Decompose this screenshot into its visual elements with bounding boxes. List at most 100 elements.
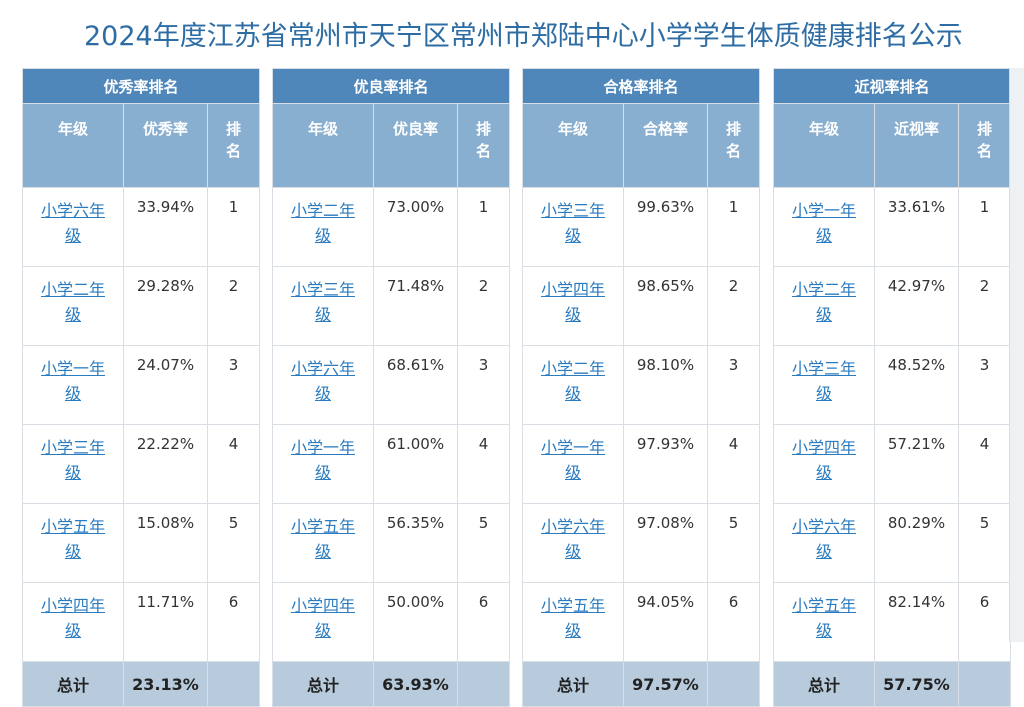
scrollbar-track[interactable] <box>1009 68 1024 642</box>
total-row: 总计 97.57% <box>522 661 761 707</box>
table-row: 小学二年级 29.28% 2 <box>22 266 261 346</box>
grade-cell: 小学六年级 <box>272 345 374 425</box>
rate-cell: 73.00% <box>373 187 458 267</box>
grade-link[interactable]: 小学五年级 <box>290 517 355 561</box>
grade-link[interactable]: 小学六年级 <box>40 201 105 245</box>
grade-cell: 小学一年级 <box>522 424 624 504</box>
total-label: 总计 <box>522 661 624 707</box>
grade-link[interactable]: 小学四年级 <box>540 280 605 324</box>
column-header: 排名 <box>706 103 761 188</box>
grade-link[interactable]: 小学一年级 <box>290 438 355 482</box>
table-row: 小学二年级 42.97% 2 <box>773 266 1012 346</box>
rate-cell: 29.28% <box>123 266 208 346</box>
ranking-table: 优秀率排名 年级 优秀率 排名 小学六年级 33.94% 1 小学二年级 29.28% 2 小学一年… <box>21 68 261 707</box>
rank-cell: 6 <box>957 582 1012 662</box>
rate-cell: 99.63% <box>623 187 708 267</box>
table-row: 小学五年级 56.35% 5 <box>272 503 511 583</box>
rate-cell: 61.00% <box>373 424 458 504</box>
total-row: 总计 57.75% <box>773 661 1012 707</box>
total-row: 总计 63.93% <box>272 661 511 707</box>
grade-link[interactable]: 小学四年级 <box>40 596 105 640</box>
rank-cell: 2 <box>456 266 511 346</box>
grade-cell: 小学四年级 <box>272 582 374 662</box>
total-value: 57.75% <box>874 661 959 707</box>
grade-cell: 小学六年级 <box>22 187 124 267</box>
table-title: 优良率排名 <box>271 68 511 104</box>
table-row: 小学六年级 33.94% 1 <box>22 187 261 267</box>
table-row: 小学二年级 73.00% 1 <box>272 187 511 267</box>
grade-cell: 小学五年级 <box>22 503 124 583</box>
rank-cell: 2 <box>206 266 261 346</box>
table-row: 小学四年级 11.71% 6 <box>22 582 261 662</box>
rank-cell: 5 <box>206 503 261 583</box>
grade-link[interactable]: 小学二年级 <box>290 201 355 245</box>
rank-cell: 4 <box>456 424 511 504</box>
total-value: 23.13% <box>123 661 208 707</box>
rank-cell: 3 <box>957 345 1012 425</box>
table-row: 小学四年级 50.00% 6 <box>272 582 511 662</box>
grade-cell: 小学四年级 <box>773 424 875 504</box>
grade-cell: 小学四年级 <box>522 266 624 346</box>
table-row: 小学一年级 24.07% 3 <box>22 345 261 425</box>
column-header: 排名 <box>456 103 511 188</box>
rank-cell: 4 <box>206 424 261 504</box>
rank-cell: 5 <box>706 503 761 583</box>
grade-link[interactable]: 小学一年级 <box>540 438 605 482</box>
grade-cell: 小学五年级 <box>773 582 875 662</box>
grade-link[interactable]: 小学一年级 <box>40 359 105 403</box>
grade-link[interactable]: 小学三年级 <box>290 280 355 324</box>
total-label: 总计 <box>22 661 124 707</box>
grade-link[interactable]: 小学五年级 <box>791 596 856 640</box>
rate-cell: 50.00% <box>373 582 458 662</box>
total-row: 总计 23.13% <box>22 661 261 707</box>
grade-link[interactable]: 小学六年级 <box>290 359 355 403</box>
grade-link[interactable]: 小学三年级 <box>791 359 856 403</box>
rank-cell: 3 <box>456 345 511 425</box>
rate-cell: 98.65% <box>623 266 708 346</box>
rate-cell: 94.05% <box>623 582 708 662</box>
total-label: 总计 <box>773 661 875 707</box>
rate-cell: 82.14% <box>874 582 959 662</box>
rate-cell: 97.93% <box>623 424 708 504</box>
grade-link[interactable]: 小学四年级 <box>290 596 355 640</box>
grade-link[interactable]: 小学五年级 <box>540 596 605 640</box>
grade-link[interactable]: 小学二年级 <box>791 280 856 324</box>
grade-link[interactable]: 小学五年级 <box>40 517 105 561</box>
rate-cell: 42.97% <box>874 266 959 346</box>
grade-link[interactable]: 小学三年级 <box>540 201 605 245</box>
table-row: 小学四年级 57.21% 4 <box>773 424 1012 504</box>
rate-cell: 57.21% <box>874 424 959 504</box>
grade-link[interactable]: 小学二年级 <box>540 359 605 403</box>
grade-link[interactable]: 小学三年级 <box>40 438 105 482</box>
rate-cell: 15.08% <box>123 503 208 583</box>
table-title: 近视率排名 <box>772 68 1012 104</box>
grade-link[interactable]: 小学一年级 <box>791 201 856 245</box>
total-value: 63.93% <box>373 661 458 707</box>
grade-cell: 小学二年级 <box>522 345 624 425</box>
total-empty <box>957 661 1012 707</box>
column-header: 年级 <box>522 103 624 188</box>
grade-cell: 小学三年级 <box>22 424 124 504</box>
rank-cell: 4 <box>706 424 761 504</box>
table-row: 小学一年级 33.61% 1 <box>773 187 1012 267</box>
rank-cell: 6 <box>456 582 511 662</box>
grade-cell: 小学四年级 <box>22 582 124 662</box>
grade-link[interactable]: 小学二年级 <box>40 280 105 324</box>
grade-link[interactable]: 小学四年级 <box>791 438 856 482</box>
grade-link[interactable]: 小学六年级 <box>540 517 605 561</box>
rate-cell: 33.94% <box>123 187 208 267</box>
grade-link[interactable]: 小学六年级 <box>791 517 856 561</box>
total-label: 总计 <box>272 661 374 707</box>
table-row: 小学五年级 94.05% 6 <box>522 582 761 662</box>
page-title: 2024年度江苏省常州市天宁区常州市郑陆中心小学学生体质健康排名公示 <box>84 21 963 52</box>
grade-cell: 小学六年级 <box>773 503 875 583</box>
column-header: 排名 <box>206 103 261 188</box>
column-header: 近视率 <box>874 103 959 188</box>
grade-cell: 小学一年级 <box>272 424 374 504</box>
grade-cell: 小学三年级 <box>773 345 875 425</box>
total-empty <box>456 661 511 707</box>
total-value: 97.57% <box>623 661 708 707</box>
ranking-table: 近视率排名 年级 近视率 排名 小学一年级 33.61% 1 小学二年级 42.97% 2 小学三年… <box>772 68 1012 707</box>
rank-cell: 1 <box>456 187 511 267</box>
rank-cell: 1 <box>957 187 1012 267</box>
